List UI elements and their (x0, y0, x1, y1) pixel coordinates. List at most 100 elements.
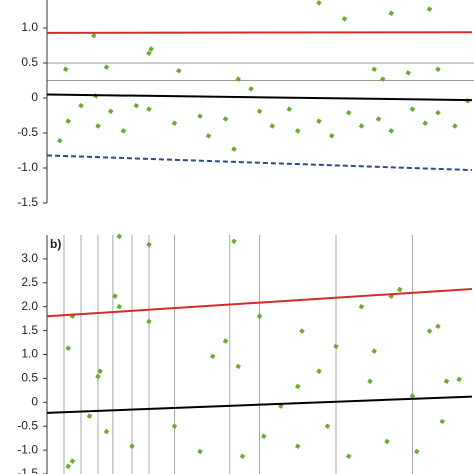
point (435, 323, 441, 330)
point (57, 137, 63, 144)
point (426, 328, 433, 334)
y-tick-label: 1.0 (21, 20, 38, 34)
point (148, 46, 154, 52)
point (103, 428, 110, 435)
y-tick-label: 2.5 (21, 275, 38, 289)
point (197, 448, 203, 455)
point (231, 238, 237, 244)
point (197, 113, 203, 119)
point (129, 443, 135, 450)
point (256, 313, 263, 319)
point (409, 393, 416, 399)
point (409, 106, 416, 112)
point (375, 116, 382, 122)
point (235, 363, 241, 370)
point (112, 293, 118, 299)
point (414, 448, 420, 455)
point (235, 76, 241, 82)
point (171, 120, 178, 126)
point (435, 109, 441, 116)
fit-line (46, 31, 473, 34)
y-tick-label: 0 (31, 394, 38, 408)
point (371, 66, 377, 73)
point (435, 66, 441, 73)
fit-line (46, 288, 473, 318)
point (295, 443, 301, 450)
y-tick-label: 0.5 (21, 55, 38, 69)
point (295, 128, 301, 134)
point (108, 108, 114, 115)
fit-line (46, 395, 473, 414)
y-tick-label: -1.5 (17, 466, 38, 474)
point (367, 378, 373, 385)
point (371, 348, 377, 354)
y-tick-label: -1.0 (17, 160, 38, 174)
fit-line (46, 93, 473, 102)
point (65, 463, 71, 470)
point (439, 418, 445, 425)
panel-label: b) (50, 237, 61, 251)
y-tick-label: -0.5 (17, 418, 38, 432)
point (346, 109, 352, 116)
point (146, 106, 152, 112)
point (324, 423, 331, 429)
point (269, 123, 275, 129)
point (116, 303, 122, 310)
y-tick-label: -1.5 (17, 195, 38, 209)
y-tick-label: 0.5 (21, 371, 38, 385)
point (222, 338, 229, 344)
point (397, 286, 403, 293)
point (422, 120, 428, 126)
point (146, 241, 152, 248)
point (65, 345, 71, 352)
y-tick-label: 3.0 (21, 251, 38, 265)
y-tick-label: 2.0 (21, 299, 38, 313)
y-tick-label: 0 (31, 90, 38, 104)
y-tick-label: -1.0 (17, 442, 38, 456)
point (97, 368, 103, 374)
point (333, 343, 339, 350)
point (176, 67, 182, 74)
point (86, 413, 93, 419)
point (443, 378, 450, 385)
fit-line (46, 154, 473, 172)
point (358, 303, 365, 310)
point (91, 32, 97, 39)
point (146, 318, 152, 325)
point (256, 108, 263, 115)
point (62, 66, 69, 73)
point (316, 368, 322, 374)
point (452, 123, 458, 129)
point (116, 233, 122, 240)
point (316, 0, 322, 6)
point (239, 453, 246, 460)
point (69, 458, 76, 464)
point (261, 433, 267, 439)
point (346, 453, 352, 460)
point (456, 376, 462, 383)
point (231, 146, 237, 152)
point (78, 102, 84, 109)
point (222, 116, 229, 122)
point (388, 128, 394, 134)
point (299, 328, 305, 334)
point (146, 50, 152, 56)
point (329, 133, 335, 139)
point (65, 118, 71, 124)
point (95, 123, 101, 129)
point (316, 118, 322, 124)
point (388, 10, 394, 17)
point (95, 373, 101, 380)
point (341, 16, 348, 22)
point (286, 106, 292, 112)
point (358, 123, 365, 129)
point (171, 423, 178, 429)
point (295, 383, 301, 390)
point (133, 102, 139, 109)
point (426, 6, 433, 12)
y-tick-label: -0.5 (17, 125, 38, 139)
point (210, 353, 216, 360)
y-tick-label: 1.0 (21, 347, 38, 361)
point (405, 70, 411, 76)
